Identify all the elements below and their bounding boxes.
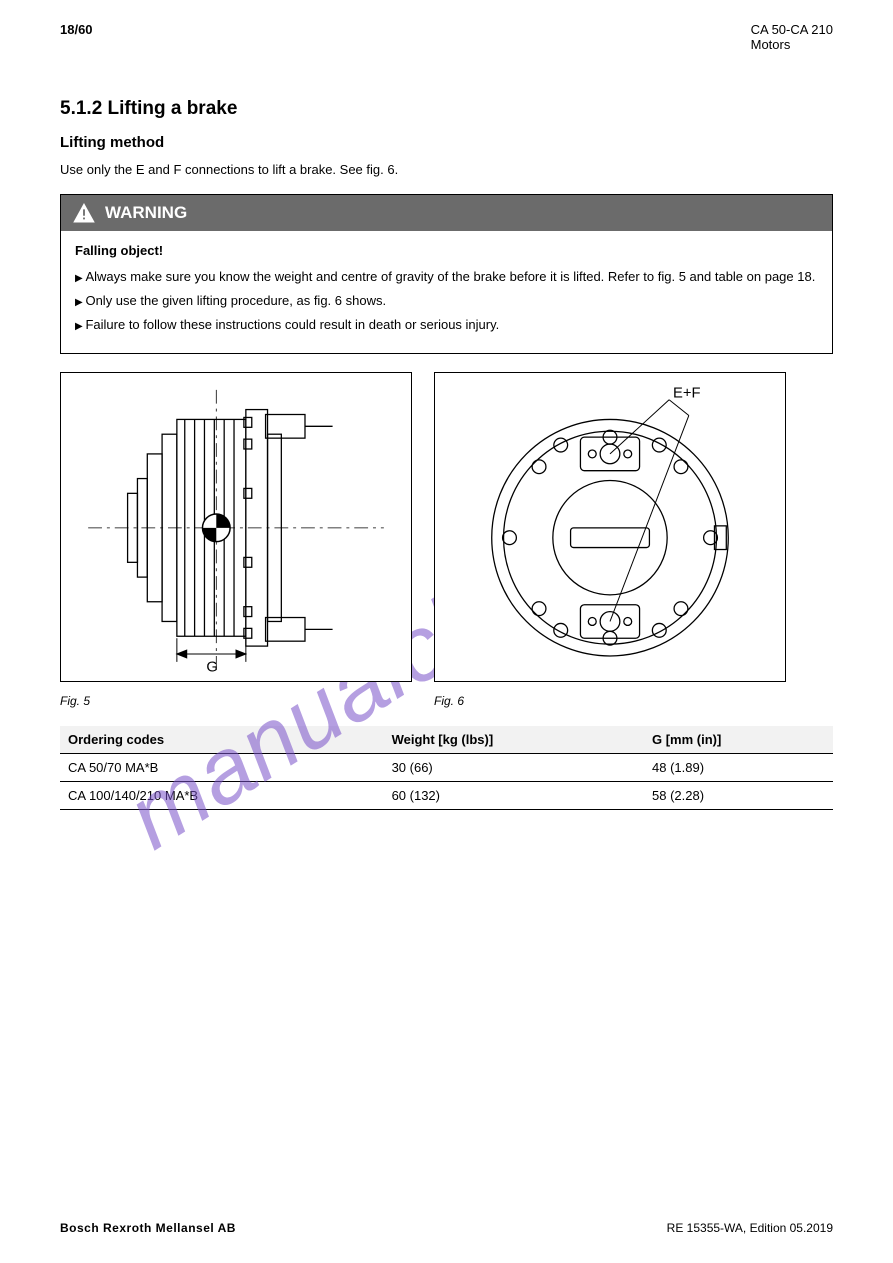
fig6-caption: Fig. 6: [434, 694, 786, 708]
figures-row: G: [60, 372, 833, 682]
subsection-title: Lifting method: [60, 134, 833, 151]
figure-6-svg: E+F: [442, 380, 778, 676]
header-left: 18/60: [60, 22, 93, 52]
warning-box: WARNING Falling object! Always make sure…: [60, 194, 833, 355]
fig5-caption: Fig. 5: [60, 694, 412, 708]
warning-item: Failure to follow these instructions cou…: [75, 315, 818, 335]
cell: 60 (132): [384, 782, 644, 810]
cg-symbol-icon: [202, 514, 230, 542]
section-title: 5.1.2 Lifting a brake: [60, 98, 833, 120]
cell: CA 100/140/210 MA*B: [60, 782, 384, 810]
dimension-g-label: G: [206, 659, 217, 675]
col-ordering: Ordering codes: [60, 726, 384, 754]
warning-item: Always make sure you know the weight and…: [75, 267, 818, 287]
cell: 58 (2.28): [644, 782, 833, 810]
header-right: CA 50-CA 210 Motors: [751, 22, 833, 52]
page: manualchive.com 18/60 CA 50-CA 210 Motor…: [0, 0, 893, 1263]
figure-5-svg: G: [68, 380, 404, 676]
intro-text: Use only the E and F connections to lift…: [60, 161, 833, 180]
warning-body: Falling object! Always make sure you kno…: [61, 231, 832, 354]
figure-captions: Fig. 5 Fig. 6: [60, 694, 833, 708]
cell: 30 (66): [384, 754, 644, 782]
table-row: CA 50/70 MA*B 30 (66) 48 (1.89): [60, 754, 833, 782]
warning-item: Only use the given lifting procedure, as…: [75, 291, 818, 311]
warning-label: WARNING: [105, 203, 187, 223]
table-header-row: Ordering codes Weight [kg (lbs)] G [mm (…: [60, 726, 833, 754]
page-header: 18/60 CA 50-CA 210 Motors: [0, 0, 893, 52]
warning-triangle-icon: [73, 203, 95, 223]
figure-6: E+F: [434, 372, 786, 682]
warning-lead: Falling object!: [75, 241, 818, 261]
page-footer: Bosch Rexroth Mellansel AB RE 15355-WA, …: [60, 1221, 833, 1235]
footer-doc: RE 15355-WA, Edition 05.2019: [667, 1221, 833, 1235]
table-row: CA 100/140/210 MA*B 60 (132) 58 (2.28): [60, 782, 833, 810]
figure-5: G: [60, 372, 412, 682]
weight-table: Ordering codes Weight [kg (lbs)] G [mm (…: [60, 726, 833, 810]
cell: CA 50/70 MA*B: [60, 754, 384, 782]
footer-brand: Bosch Rexroth Mellansel AB: [60, 1221, 236, 1235]
warning-list: Always make sure you know the weight and…: [75, 267, 818, 335]
header-right-line1: CA 50-CA 210: [751, 22, 833, 37]
ef-label: E+F: [673, 385, 701, 401]
col-weight: Weight [kg (lbs)]: [384, 726, 644, 754]
warning-header: WARNING: [61, 195, 832, 231]
col-g: G [mm (in)]: [644, 726, 833, 754]
cell: 48 (1.89): [644, 754, 833, 782]
main-content: 5.1.2 Lifting a brake Lifting method Use…: [0, 52, 893, 810]
header-right-line2: Motors: [751, 37, 833, 52]
